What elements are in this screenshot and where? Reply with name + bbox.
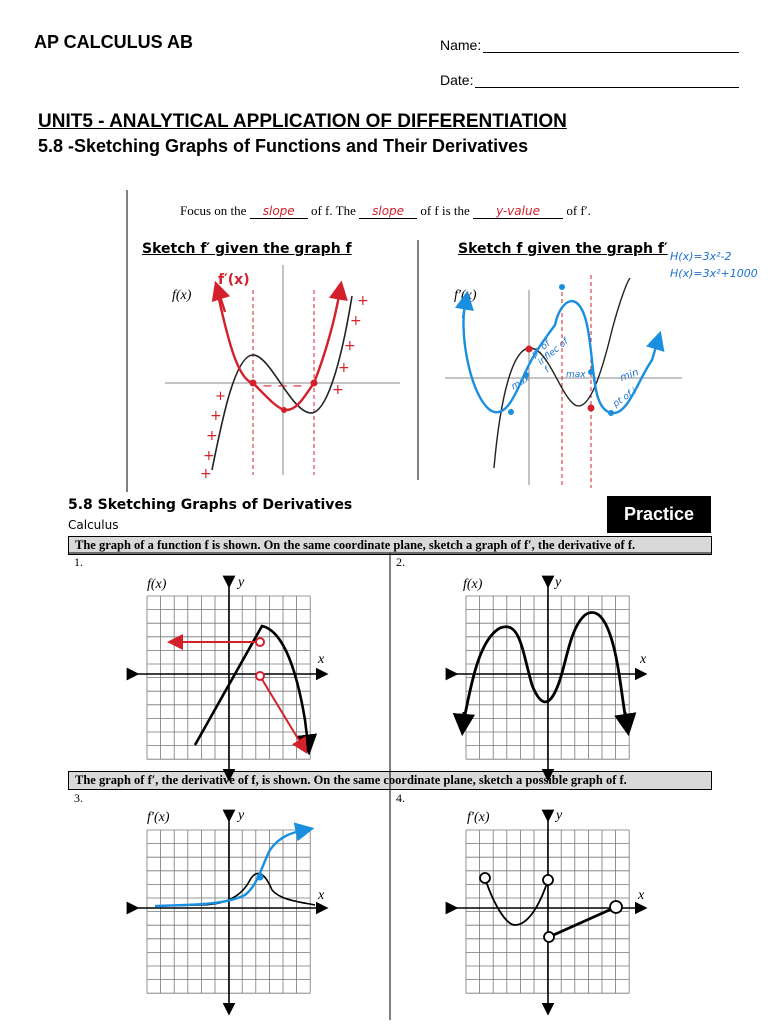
left-f-curve — [211, 295, 353, 471]
axis-y-4: y — [556, 808, 563, 823]
p1-red-open-2 — [255, 671, 265, 681]
date-field[interactable]: Date: — [440, 72, 740, 88]
right-example-graph — [445, 275, 682, 488]
left-fprime-arrow — [211, 280, 231, 313]
p2-f-curve — [461, 611, 628, 726]
plus-marks-left: + — [200, 466, 212, 482]
minus-marks: − − − — [262, 379, 303, 394]
focus-sentence: Focus on the slope of f. The slope of f … — [180, 203, 591, 219]
right-f-curve — [462, 299, 665, 415]
unit-title: UNIT5 - ANALYTICAL APPLICATION OF DIFFER… — [38, 111, 567, 132]
date-label: Date: — [440, 72, 474, 88]
svg-text:+: + — [338, 360, 350, 376]
problem-2-number: 2. — [396, 555, 405, 569]
name-line — [483, 38, 740, 53]
course-title: AP CALCULUS AB — [34, 32, 194, 52]
grid-2 — [445, 575, 648, 782]
plus-marks-right: + — [357, 293, 369, 309]
date-line — [475, 73, 740, 88]
right-blue-3 — [559, 284, 565, 290]
p4-open-1 — [479, 872, 491, 884]
p4-open-3 — [543, 931, 555, 943]
right-sketch-title: Sketch f given the graph f′ — [458, 241, 668, 257]
problem-3-number: 3. — [74, 791, 83, 805]
left-example-graph: + + + + + + + + + + − − − — [165, 265, 400, 482]
left-min — [281, 407, 287, 413]
right-blue-4 — [588, 369, 594, 375]
blank-3: y-value — [473, 204, 564, 219]
problem-4-number: 4. — [396, 791, 405, 805]
ann-max-2: max — [566, 370, 586, 380]
practice-grids — [126, 575, 648, 1016]
blank-1: slope — [249, 204, 308, 219]
section-subtitle: Calculus — [68, 518, 119, 532]
axis-y-3: y — [238, 808, 245, 823]
axis-y-1: y — [238, 575, 245, 590]
section-title: 5.8 Sketching Graphs of Derivatives — [68, 497, 353, 513]
svg-text:+: + — [344, 338, 356, 354]
left-zero-2 — [310, 379, 318, 387]
grid-4 — [445, 809, 648, 1016]
p1-red-open-1 — [255, 637, 265, 647]
axis-y-2: y — [555, 575, 562, 590]
name-label: Name: — [440, 37, 482, 53]
svg-text:+: + — [332, 382, 344, 398]
axis-x-4: x — [638, 888, 645, 903]
left-sketch-title: Sketch f′ given the graph f — [142, 241, 352, 257]
axis-x-1: x — [318, 652, 325, 667]
p4-fprime-curve — [484, 877, 549, 926]
problem-2-curves — [452, 611, 637, 737]
right-blue-2 — [523, 372, 529, 378]
problem-1-number: 1. — [74, 555, 83, 569]
right-fprime-curve — [493, 277, 631, 469]
svg-text:+: + — [203, 448, 215, 464]
svg-text:+: + — [350, 313, 362, 329]
axis-x-3: x — [318, 888, 325, 903]
grid-1 — [126, 575, 329, 782]
eq-2: H(x)=3x²+1000 — [670, 267, 758, 280]
axis-x-2: x — [640, 652, 647, 667]
eq-1: H(x)=3x²-2 — [670, 250, 732, 263]
p4-open-4 — [609, 900, 623, 914]
svg-text:+: + — [215, 389, 226, 404]
problem-3-curves — [154, 822, 316, 908]
p1-red-right — [259, 675, 308, 754]
right-pt-2 — [587, 404, 595, 412]
svg-text:+: + — [210, 408, 222, 424]
topic-title: 5.8 -Sketching Graphs of Functions and T… — [38, 136, 529, 156]
problem-1-curves — [167, 624, 318, 756]
p3-blue-pt — [256, 873, 264, 881]
p4-segment — [548, 905, 617, 939]
practice-badge: Practice — [607, 496, 711, 533]
problem-2-label: f(x) — [463, 577, 483, 592]
grid-3 — [126, 809, 329, 1016]
left-fn-label: f(x) — [172, 288, 192, 303]
problem-4-curves — [479, 872, 623, 943]
instruction-1: The graph of a function f is shown. On t… — [68, 536, 712, 555]
problem-3-label: f′(x) — [147, 810, 170, 825]
right-blue-1 — [508, 409, 514, 415]
p3-fprime-curve — [154, 872, 316, 907]
right-blue-5 — [608, 410, 614, 416]
right-pt-1 — [525, 345, 533, 353]
problem-1-label: f(x) — [147, 577, 167, 592]
name-field[interactable]: Name: — [440, 37, 740, 53]
blank-2: slope — [359, 204, 418, 219]
p4-open-2 — [542, 874, 554, 886]
right-f-arrow-left — [454, 290, 474, 319]
p1-f-curve — [193, 624, 318, 756]
left-zero-1 — [249, 379, 257, 387]
p3-f-curve — [154, 822, 315, 908]
problem-4-label: f′(x) — [467, 810, 490, 825]
svg-text:+: + — [206, 428, 218, 444]
